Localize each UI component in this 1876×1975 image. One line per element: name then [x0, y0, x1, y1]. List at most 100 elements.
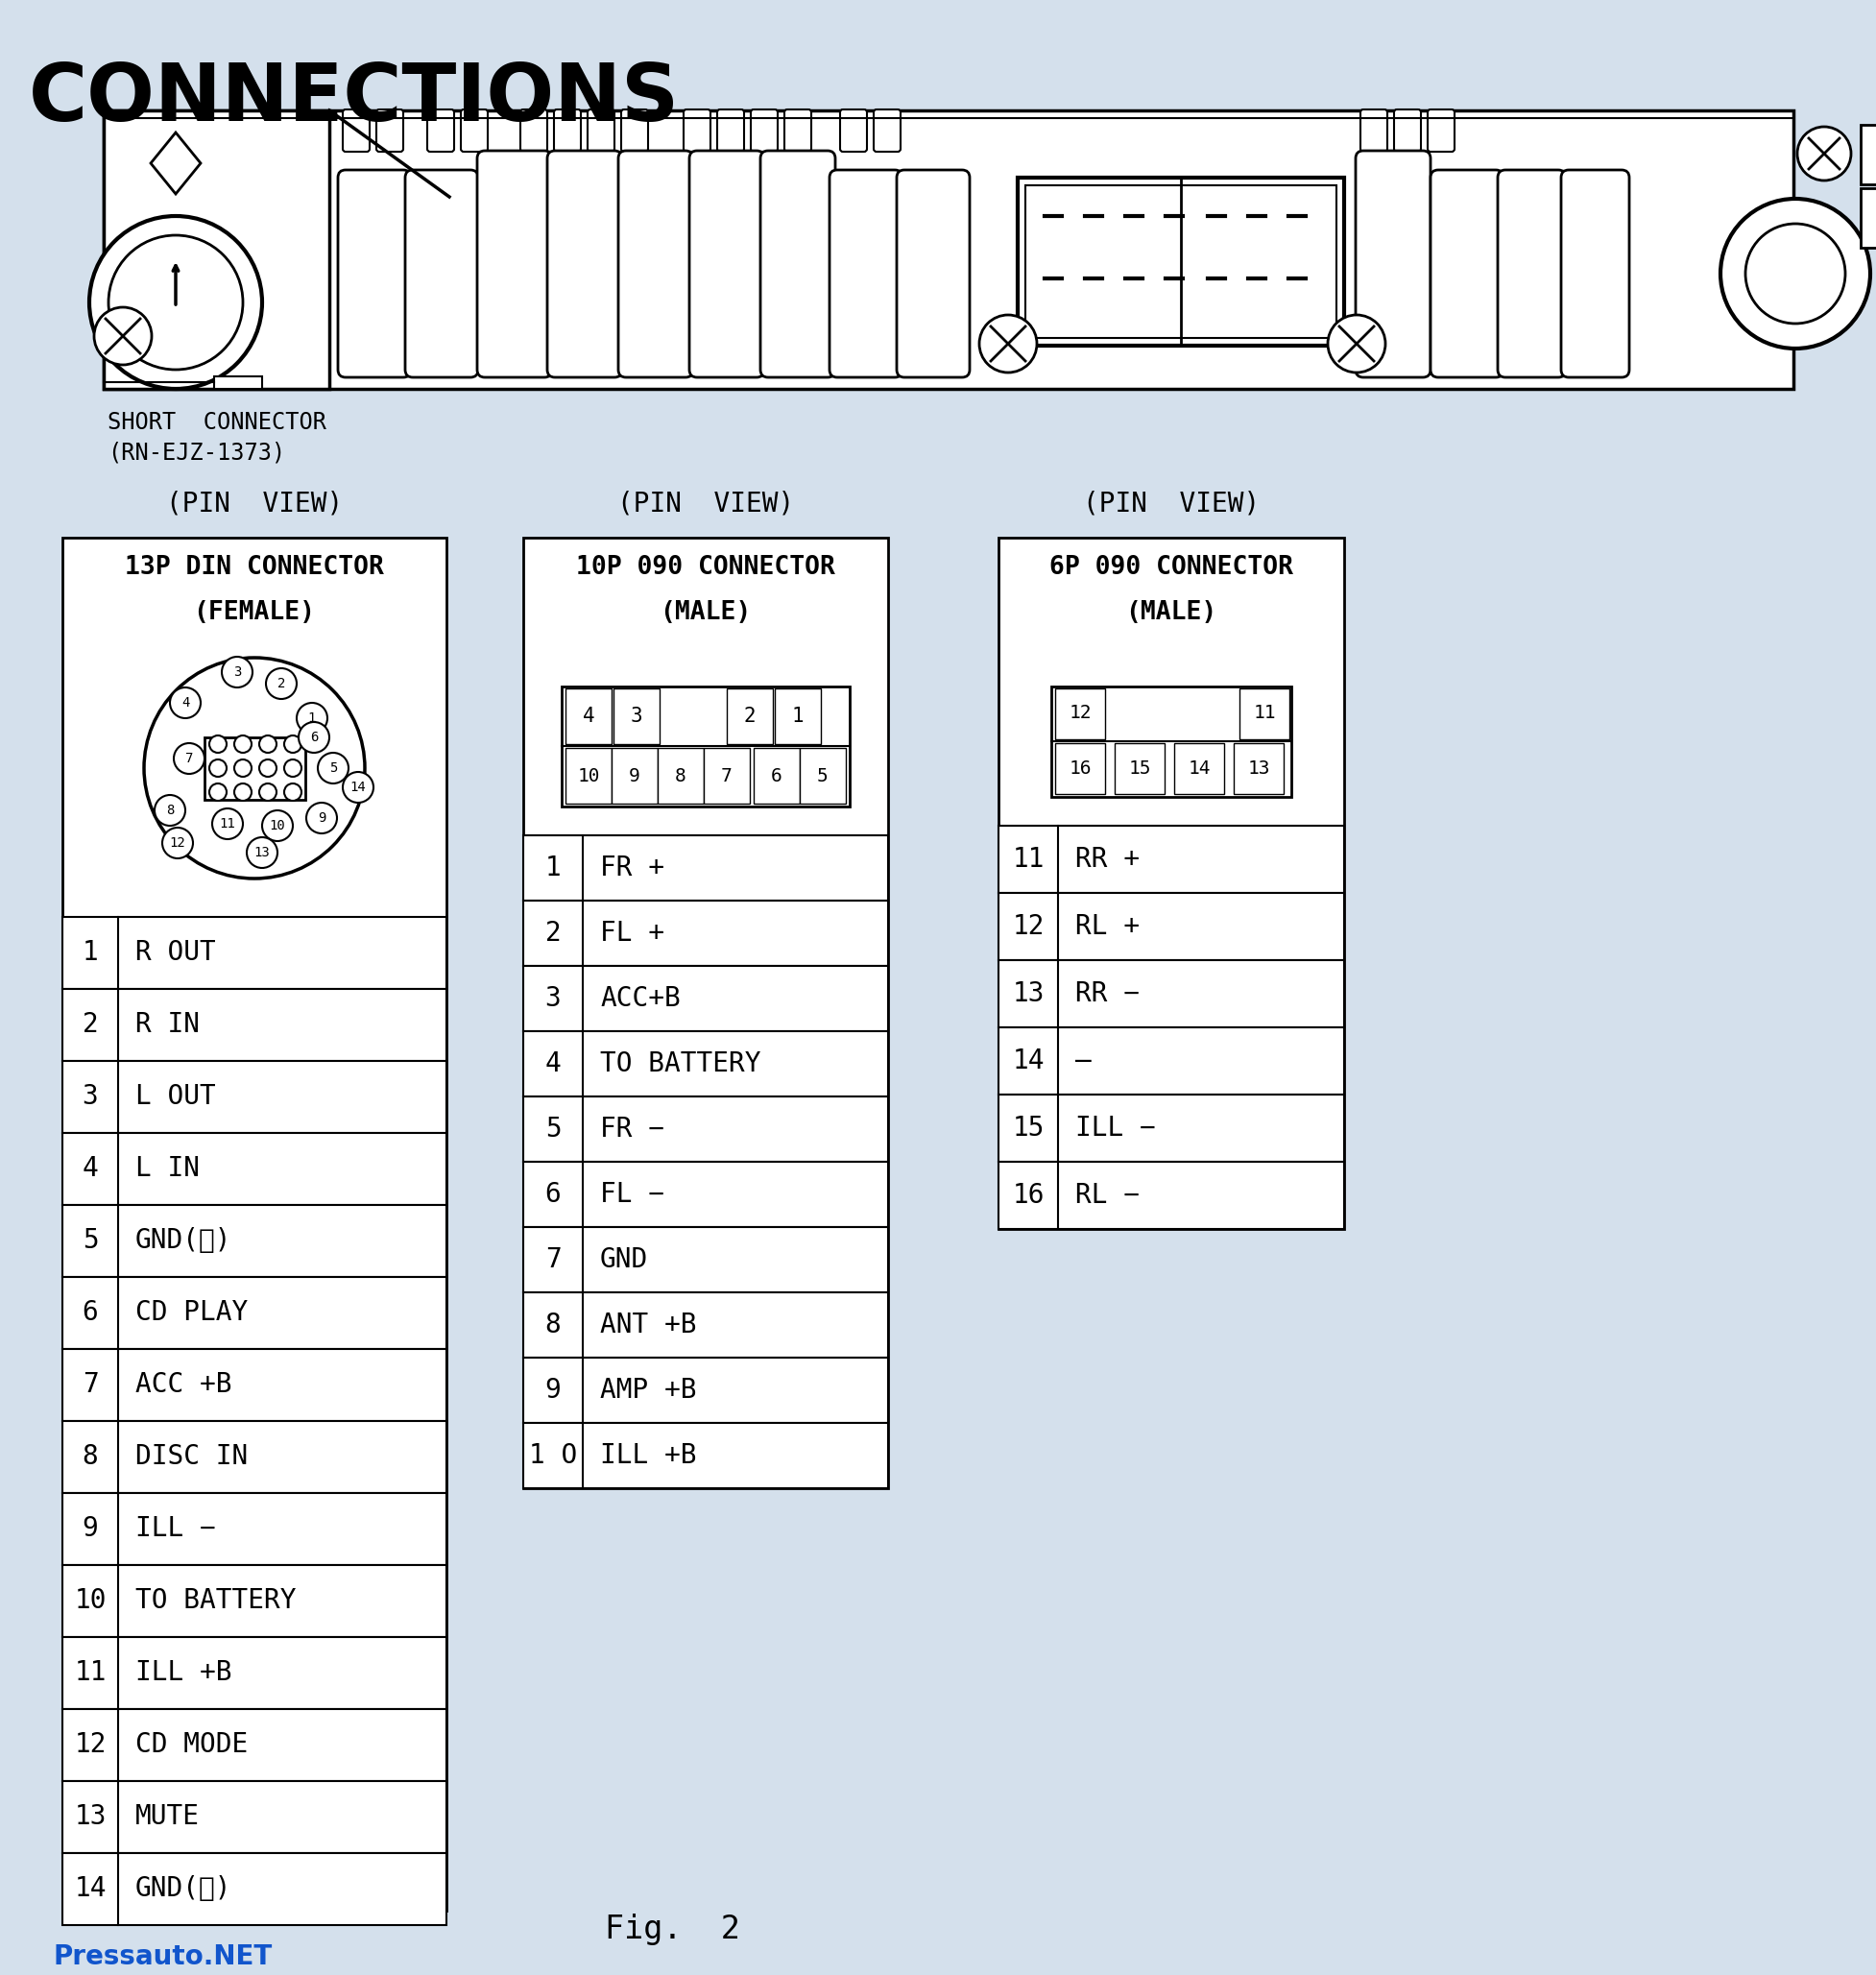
- Circle shape: [283, 735, 302, 752]
- Circle shape: [248, 837, 278, 867]
- Bar: [1026, 186, 1336, 338]
- FancyBboxPatch shape: [874, 109, 900, 152]
- Bar: [523, 1422, 887, 1489]
- FancyBboxPatch shape: [1561, 170, 1628, 377]
- Bar: [103, 111, 1793, 389]
- Bar: [523, 1161, 887, 1226]
- Circle shape: [259, 760, 276, 776]
- Text: 11: 11: [219, 818, 236, 831]
- Bar: [62, 1134, 446, 1205]
- Text: FR −: FR −: [600, 1116, 664, 1144]
- Text: MUTE: MUTE: [135, 1803, 199, 1831]
- Text: 1 O: 1 O: [529, 1442, 578, 1469]
- Bar: [523, 1292, 887, 1357]
- Text: 5: 5: [83, 1226, 98, 1254]
- Text: 3: 3: [233, 666, 242, 679]
- Bar: [62, 1420, 446, 1493]
- FancyBboxPatch shape: [1360, 109, 1388, 152]
- Bar: [62, 1205, 446, 1278]
- Text: —: —: [1075, 1047, 1092, 1074]
- Text: 7: 7: [83, 1371, 98, 1398]
- Text: (PIN  VIEW): (PIN VIEW): [617, 490, 794, 517]
- FancyBboxPatch shape: [619, 150, 692, 377]
- Text: RR −: RR −: [1075, 980, 1139, 1007]
- FancyBboxPatch shape: [461, 109, 488, 152]
- FancyBboxPatch shape: [1356, 150, 1431, 377]
- Text: 12: 12: [1069, 705, 1092, 723]
- Text: 1: 1: [792, 707, 805, 727]
- Bar: [613, 689, 660, 745]
- Text: ACC+B: ACC+B: [600, 986, 681, 1011]
- Bar: [726, 689, 773, 745]
- FancyBboxPatch shape: [784, 109, 810, 152]
- Text: 3: 3: [544, 986, 561, 1011]
- Text: 13: 13: [1013, 980, 1045, 1007]
- Text: 15: 15: [1127, 760, 1150, 778]
- Text: FR +: FR +: [600, 855, 664, 881]
- Bar: [998, 1094, 1343, 1161]
- Circle shape: [174, 743, 204, 774]
- Circle shape: [210, 760, 227, 776]
- Text: 11: 11: [75, 1659, 107, 1687]
- Circle shape: [298, 723, 330, 752]
- Circle shape: [296, 703, 328, 733]
- Bar: [1051, 687, 1291, 798]
- FancyBboxPatch shape: [428, 109, 454, 152]
- Circle shape: [283, 784, 302, 800]
- FancyBboxPatch shape: [477, 150, 552, 377]
- Text: 13: 13: [253, 845, 270, 859]
- Text: 1: 1: [308, 711, 315, 725]
- Circle shape: [94, 308, 152, 365]
- Text: 8: 8: [165, 804, 174, 818]
- Circle shape: [212, 808, 242, 839]
- Bar: [523, 901, 887, 966]
- FancyBboxPatch shape: [829, 170, 902, 377]
- Text: RL −: RL −: [1075, 1181, 1139, 1209]
- Text: ILL −: ILL −: [1075, 1114, 1156, 1142]
- Text: 11: 11: [1253, 705, 1276, 723]
- FancyBboxPatch shape: [553, 109, 582, 152]
- Circle shape: [259, 735, 276, 752]
- Text: ACC +B: ACC +B: [135, 1371, 233, 1398]
- Text: 12: 12: [169, 835, 186, 849]
- Text: 15: 15: [1013, 1114, 1045, 1142]
- Circle shape: [234, 784, 251, 800]
- Text: CD MODE: CD MODE: [135, 1732, 248, 1758]
- Text: 9: 9: [317, 812, 326, 826]
- Text: (PIN  VIEW): (PIN VIEW): [1082, 490, 1261, 517]
- Text: 16: 16: [1013, 1181, 1045, 1209]
- Text: L OUT: L OUT: [135, 1082, 216, 1110]
- Bar: [62, 1708, 446, 1781]
- Circle shape: [1797, 126, 1852, 180]
- Text: 14: 14: [75, 1874, 107, 1902]
- Text: RL +: RL +: [1075, 912, 1139, 940]
- Bar: [204, 737, 306, 800]
- Bar: [1114, 743, 1165, 794]
- Circle shape: [210, 784, 227, 800]
- Bar: [998, 893, 1343, 960]
- Bar: [62, 1637, 446, 1708]
- Polygon shape: [150, 132, 201, 194]
- Bar: [62, 1061, 446, 1134]
- Text: 8: 8: [675, 766, 687, 784]
- FancyBboxPatch shape: [1497, 170, 1566, 377]
- Bar: [62, 1349, 446, 1420]
- Bar: [998, 537, 1343, 1228]
- FancyBboxPatch shape: [717, 109, 745, 152]
- Bar: [561, 687, 850, 806]
- Text: 6: 6: [310, 731, 317, 745]
- Bar: [523, 537, 887, 1489]
- FancyBboxPatch shape: [683, 109, 711, 152]
- FancyBboxPatch shape: [840, 109, 867, 152]
- Circle shape: [144, 658, 364, 879]
- Circle shape: [1328, 314, 1384, 373]
- Text: 4: 4: [83, 1155, 98, 1181]
- Circle shape: [221, 658, 253, 687]
- Bar: [62, 537, 446, 1910]
- Bar: [704, 749, 750, 804]
- Circle shape: [979, 314, 1037, 373]
- Text: 6: 6: [544, 1181, 561, 1209]
- FancyBboxPatch shape: [1428, 109, 1454, 152]
- Circle shape: [259, 784, 276, 800]
- Circle shape: [109, 235, 242, 369]
